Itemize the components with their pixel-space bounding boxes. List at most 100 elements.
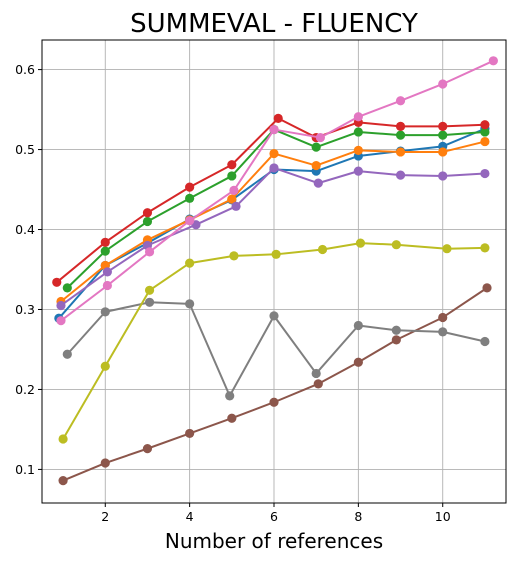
- series-4: [52, 113, 490, 287]
- data-point: [395, 130, 406, 140]
- data-point: [62, 349, 72, 359]
- data-point: [313, 178, 323, 188]
- data-point: [438, 312, 448, 323]
- data-point: [144, 247, 155, 257]
- data-point: [353, 357, 363, 367]
- data-point: [269, 397, 279, 407]
- x-tick-label: 2: [101, 509, 109, 524]
- data-point: [102, 267, 112, 277]
- series-5: [56, 163, 490, 311]
- data-point: [442, 244, 452, 254]
- data-point: [353, 166, 363, 176]
- data-point: [229, 185, 239, 195]
- data-point: [52, 277, 62, 287]
- data-point: [438, 79, 448, 89]
- data-point: [315, 132, 325, 143]
- data-point: [185, 258, 195, 268]
- data-point: [62, 283, 72, 293]
- data-point: [231, 201, 241, 211]
- axis-ticks: 2 4 6 8 10 0.1 0.2 0.3 0.4 0.5 0.6: [15, 62, 451, 524]
- data-point: [185, 182, 195, 192]
- data-point: [185, 216, 195, 226]
- chart-title: SUMMEVAL - FLUENCY: [130, 9, 418, 39]
- data-point: [102, 280, 112, 291]
- data-point: [311, 142, 321, 152]
- data-point: [58, 434, 68, 444]
- data-point: [100, 237, 110, 247]
- data-point: [353, 320, 363, 331]
- y-tick-label: 0.1: [15, 462, 35, 477]
- data-point: [229, 251, 239, 261]
- data-point: [269, 148, 279, 159]
- series-2: [56, 136, 490, 307]
- data-point: [225, 391, 235, 401]
- data-point: [144, 297, 155, 307]
- data-point: [488, 56, 498, 66]
- data-point: [438, 327, 448, 337]
- data-point: [317, 244, 328, 255]
- x-tick-label: 4: [186, 509, 194, 524]
- data-point: [313, 379, 323, 389]
- y-tick-label: 0.5: [15, 142, 35, 157]
- data-point: [58, 476, 68, 486]
- data-point: [480, 336, 490, 347]
- data-point: [480, 136, 490, 147]
- data-point: [185, 428, 195, 439]
- data-point: [56, 300, 66, 311]
- data-point: [482, 283, 492, 293]
- data-point: [227, 160, 237, 170]
- data-point: [227, 413, 237, 423]
- data-point: [438, 171, 448, 181]
- data-point: [311, 160, 321, 171]
- data-point: [355, 238, 366, 248]
- x-tick-label: 6: [270, 509, 278, 524]
- series-layer: [52, 56, 498, 486]
- data-point: [480, 127, 490, 137]
- y-tick-label: 0.3: [15, 302, 35, 317]
- data-point: [269, 124, 279, 135]
- data-point: [480, 243, 490, 253]
- x-tick-label: 8: [354, 509, 362, 524]
- data-point: [395, 96, 406, 106]
- data-point: [438, 121, 448, 131]
- data-point: [269, 311, 279, 321]
- data-point: [142, 208, 153, 218]
- x-tick-label: 10: [435, 509, 451, 524]
- series-9: [58, 238, 490, 444]
- y-tick-label: 0.2: [15, 382, 35, 397]
- data-point: [100, 361, 110, 371]
- data-point: [142, 444, 153, 454]
- data-point: [438, 147, 448, 157]
- data-point: [391, 325, 401, 335]
- data-point: [271, 249, 281, 259]
- data-point: [100, 458, 110, 468]
- data-point: [144, 285, 155, 295]
- data-point: [100, 307, 110, 317]
- data-point: [100, 246, 110, 256]
- data-point: [56, 316, 66, 326]
- series-7: [56, 56, 498, 326]
- data-point: [353, 145, 363, 155]
- data-point: [438, 130, 448, 140]
- data-point: [395, 121, 406, 131]
- data-point: [480, 168, 490, 179]
- data-point: [185, 299, 195, 309]
- y-tick-label: 0.4: [15, 222, 35, 237]
- x-axis-label: Number of references: [165, 529, 383, 553]
- data-point: [395, 147, 406, 157]
- data-point: [391, 335, 401, 345]
- data-point: [395, 170, 406, 180]
- series-6: [58, 283, 492, 486]
- data-point: [142, 216, 153, 227]
- data-point: [269, 163, 279, 173]
- data-point: [353, 112, 363, 122]
- y-tick-label: 0.6: [15, 62, 35, 77]
- series-8: [62, 297, 490, 401]
- series-line: [60, 59, 494, 322]
- data-point: [227, 171, 237, 181]
- data-point: [227, 194, 237, 204]
- data-point: [185, 193, 195, 203]
- data-point: [353, 127, 363, 137]
- data-point: [480, 120, 490, 130]
